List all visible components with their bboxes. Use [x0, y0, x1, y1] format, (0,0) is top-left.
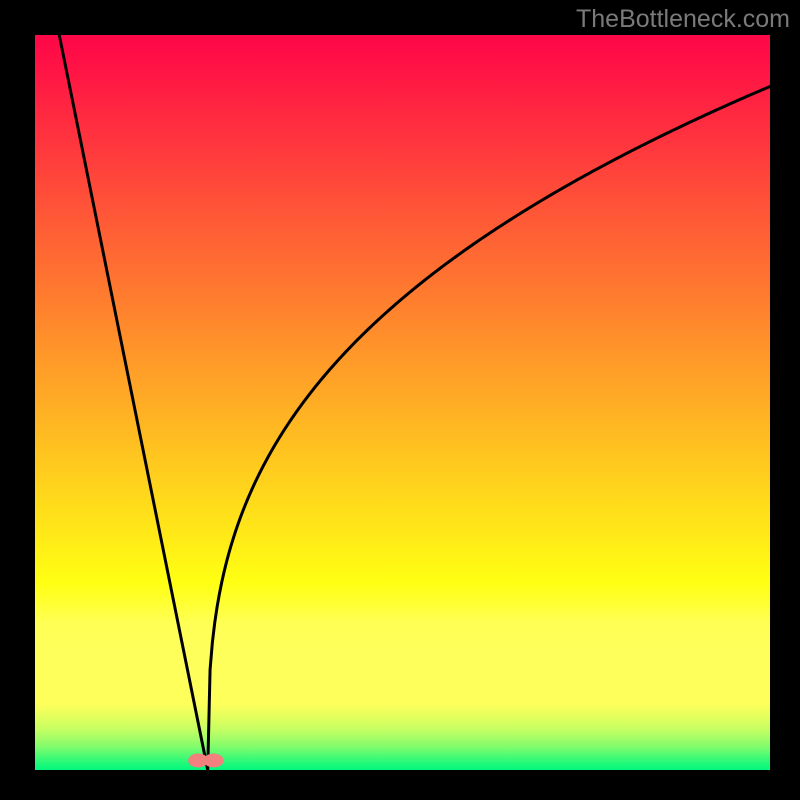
watermark-text: TheBottleneck.com: [576, 5, 790, 33]
chart-container: TheBottleneck.com: [0, 0, 800, 800]
bottleneck-chart: TheBottleneck.com: [0, 0, 800, 800]
plot-background-gradient: [35, 35, 770, 770]
vertex-marker: [204, 753, 224, 767]
